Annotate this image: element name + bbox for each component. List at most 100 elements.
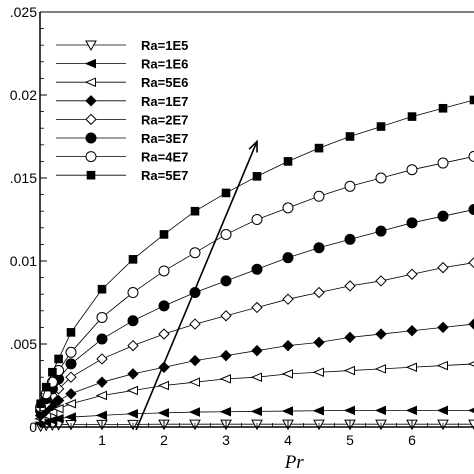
data-point [157, 380, 169, 391]
data-point [158, 300, 170, 312]
data-point [250, 406, 262, 417]
data-point [314, 143, 324, 153]
data-point [126, 408, 138, 419]
data-point [313, 286, 325, 299]
data-point [251, 344, 263, 357]
data-point [41, 382, 51, 392]
data-point [127, 315, 139, 327]
data-point [188, 407, 200, 417]
data-point [437, 210, 449, 222]
data-point [96, 311, 108, 323]
data-point [189, 318, 201, 330]
data-point [220, 349, 232, 362]
x-tick-label: 1 [98, 432, 106, 448]
data-point [467, 407, 474, 414]
legend-item: Ra=4E7 [56, 150, 188, 165]
data-point [282, 202, 294, 214]
legend-item: Ra=1E5 [56, 38, 188, 53]
data-point [251, 301, 263, 314]
data-point [437, 261, 449, 274]
data-point [312, 405, 324, 416]
legend-marker [85, 113, 97, 126]
x-tick-label: 2 [160, 432, 168, 448]
data-point [344, 280, 356, 292]
data-point [158, 328, 170, 340]
data-point [406, 164, 418, 176]
legend-label: Ra=1E5 [141, 38, 188, 53]
legend-label: Ra=5E6 [141, 75, 188, 90]
data-point [405, 362, 417, 372]
data-point [312, 367, 324, 377]
series-line [40, 156, 474, 408]
data-point [406, 268, 418, 280]
data-point [251, 263, 263, 275]
data-point [375, 328, 387, 340]
data-point [438, 103, 448, 113]
data-point [220, 310, 232, 322]
legend-marker [86, 170, 96, 180]
data-point [406, 325, 418, 337]
data-point [375, 275, 387, 287]
legend-marker [85, 95, 97, 107]
data-point [313, 242, 325, 254]
data-point [127, 368, 139, 380]
legend-item: Ra=5E6 [56, 75, 188, 90]
data-point [96, 353, 108, 365]
series-ra-5e7 [36, 95, 474, 409]
data-point [65, 388, 77, 400]
data-point [127, 339, 139, 352]
data-point [97, 284, 107, 294]
data-point [343, 365, 355, 376]
data-point [52, 413, 64, 424]
data-point [343, 405, 355, 416]
data-point [95, 410, 107, 421]
arrow-shaft [135, 141, 258, 431]
data-point [313, 190, 325, 202]
data-point [437, 157, 449, 169]
data-point [65, 371, 77, 383]
data-point [64, 399, 76, 409]
axes: 0 .005 0.01 .015 0.02 .025 1 2 3 4 5 6 [10, 4, 474, 448]
data-point [407, 112, 417, 121]
data-point [344, 180, 356, 192]
legend-label: Ra=4E7 [141, 150, 188, 165]
y-tick-label: 0.02 [10, 87, 37, 103]
data-point [282, 252, 294, 264]
arrow-head [248, 139, 258, 153]
data-point [469, 95, 474, 105]
x-tick-label: 6 [408, 432, 416, 448]
data-point [52, 394, 65, 407]
data-point [157, 408, 169, 418]
data-point [189, 247, 201, 259]
y-tick-label: 0 [29, 419, 37, 435]
data-point [219, 406, 231, 417]
data-point [220, 275, 232, 287]
x-tick-label: 3 [222, 432, 230, 448]
data-point [127, 287, 139, 299]
legend: Ra=1E5 Ra=1E6 Ra=5E6 Ra=1E7 Ra=2E7 Ra=3E7 Ra=4… [56, 38, 188, 183]
data-point [375, 172, 387, 184]
y-tick-label: .005 [10, 336, 37, 352]
y-tick-label: 0.01 [10, 253, 37, 269]
x-tick-label: 4 [284, 432, 292, 448]
data-point [468, 419, 474, 431]
data-point [64, 412, 76, 422]
data-point [405, 405, 417, 416]
data-point [313, 336, 325, 349]
data-point [283, 157, 293, 166]
data-point [252, 172, 262, 181]
data-point [376, 122, 386, 131]
legend-label: Ra=2E7 [141, 112, 188, 127]
data-point [96, 376, 108, 388]
data-point [126, 385, 138, 396]
data-point [436, 360, 448, 371]
legend-item: Ra=1E7 [56, 94, 188, 109]
data-point [374, 405, 386, 416]
legend-marker [85, 132, 97, 144]
data-point [188, 377, 200, 387]
x-axis-title: Pr [284, 452, 305, 473]
series-ra-1e7 [34, 318, 474, 422]
data-point [468, 256, 474, 269]
x-tick-label: 5 [346, 432, 354, 448]
